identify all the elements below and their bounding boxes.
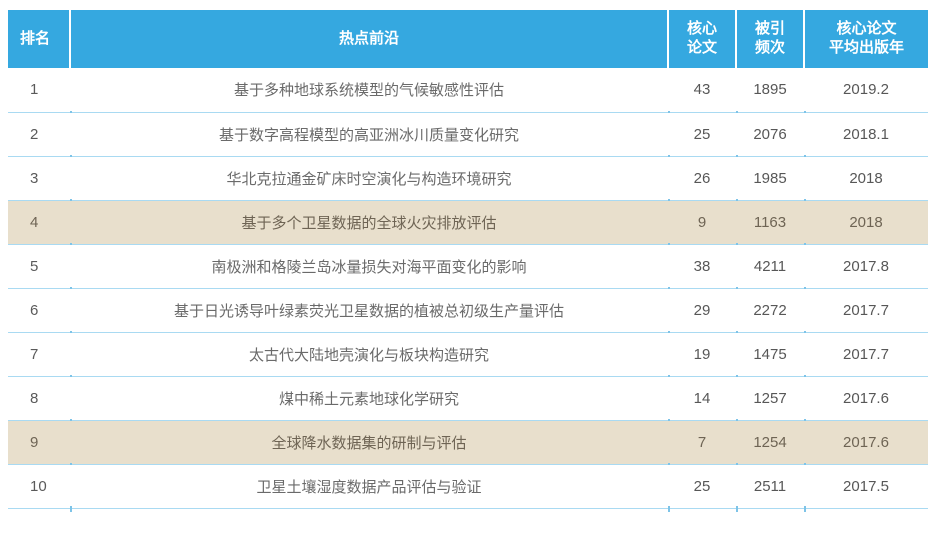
cell-citations: 1254: [736, 420, 804, 467]
cell-rank: 4: [8, 200, 70, 245]
cell-title: 华北克拉通金矿床时空演化与构造环境研究: [70, 156, 668, 203]
cell-citations: 2511: [736, 464, 804, 511]
table-row[interactable]: 10 卫星土壤湿度数据产品评估与验证 25 2511 2017.5: [8, 464, 928, 511]
cell-core-papers: 7: [668, 420, 736, 467]
table-row[interactable]: 1 基于多种地球系统模型的气候敏感性评估 43 1895 2019.2: [8, 68, 928, 116]
cell-core-papers: 26: [668, 156, 736, 203]
cell-avg-year: 2019.2: [804, 68, 928, 116]
cell-core-papers: 9: [668, 200, 736, 247]
cell-title: 基于多种地球系统模型的气候敏感性评估: [70, 68, 668, 116]
cell-core-papers: 19: [668, 332, 736, 379]
cell-avg-year: 2017.8: [804, 244, 928, 291]
table-row[interactable]: 5 南极洲和格陵兰岛冰量损失对海平面变化的影响 38 4211 2017.8: [8, 244, 928, 291]
table-row[interactable]: 8 煤中稀土元素地球化学研究 14 1257 2017.6: [8, 376, 928, 423]
cell-core-papers: 25: [668, 464, 736, 511]
cell-avg-year: 2018: [804, 200, 928, 247]
cell-title: 卫星土壤湿度数据产品评估与验证: [70, 464, 668, 511]
cell-citations: 2272: [736, 288, 804, 335]
cell-title: 南极洲和格陵兰岛冰量损失对海平面变化的影响: [70, 244, 668, 291]
table-row[interactable]: 3 华北克拉通金矿床时空演化与构造环境研究 26 1985 2018: [8, 156, 928, 203]
cell-citations: 1257: [736, 376, 804, 423]
cell-citations: 1985: [736, 156, 804, 203]
cell-rank: 7: [8, 332, 70, 377]
table-row[interactable]: 6 基于日光诱导叶绿素荧光卫星数据的植被总初级生产量评估 29 2272 201…: [8, 288, 928, 335]
cell-citations: 4211: [736, 244, 804, 291]
cell-core-papers: 14: [668, 376, 736, 423]
cell-title: 太古代大陆地壳演化与板块构造研究: [70, 332, 668, 379]
cell-avg-year: 2018.1: [804, 112, 928, 159]
table-row[interactable]: 4 基于多个卫星数据的全球火灾排放评估 9 1163 2018: [8, 200, 928, 247]
cell-avg-year: 2017.5: [804, 464, 928, 511]
cell-citations: 2076: [736, 112, 804, 159]
column-header-rank: 排名: [8, 10, 70, 68]
table-row[interactable]: 7 太古代大陆地壳演化与板块构造研究 19 1475 2017.7: [8, 332, 928, 379]
cell-rank: 6: [8, 288, 70, 333]
cell-rank: 9: [8, 420, 70, 465]
cell-title: 基于多个卫星数据的全球火灾排放评估: [70, 200, 668, 247]
column-header-core-papers: 核心 论文: [667, 10, 736, 68]
cell-rank: 10: [8, 464, 70, 509]
table-header-row: 排名 热点前沿 核心 论文 被引 频次 核心论文 平均出版年: [8, 10, 928, 68]
cell-rank: 2: [8, 112, 70, 157]
table-row[interactable]: 9 全球降水数据集的研制与评估 7 1254 2017.6: [8, 420, 928, 467]
cell-rank: 1: [8, 68, 70, 113]
cell-core-papers: 43: [668, 68, 736, 116]
cell-rank: 5: [8, 244, 70, 289]
cell-title: 基于数字高程模型的高亚洲冰川质量变化研究: [70, 112, 668, 159]
cell-title: 全球降水数据集的研制与评估: [70, 420, 668, 467]
table-body: 1 基于多种地球系统模型的气候敏感性评估 43 1895 2019.2 2 基于…: [8, 68, 928, 511]
cell-citations: 1895: [736, 68, 804, 116]
column-header-avg-year: 核心论文 平均出版年: [803, 10, 928, 68]
cell-rank: 8: [8, 376, 70, 421]
cell-avg-year: 2017.6: [804, 376, 928, 423]
cell-citations: 1475: [736, 332, 804, 379]
cell-citations: 1163: [736, 200, 804, 247]
cell-avg-year: 2017.7: [804, 332, 928, 379]
cell-rank: 3: [8, 156, 70, 201]
hotspot-frontiers-table: 排名 热点前沿 核心 论文 被引 频次 核心论文 平均出版年 1 基于多种地球系…: [8, 10, 928, 511]
cell-avg-year: 2017.6: [804, 420, 928, 467]
column-header-title: 热点前沿: [69, 10, 668, 68]
cell-core-papers: 25: [668, 112, 736, 159]
column-header-citations: 被引 频次: [735, 10, 804, 68]
cell-avg-year: 2017.7: [804, 288, 928, 335]
cell-core-papers: 38: [668, 244, 736, 291]
cell-title: 煤中稀土元素地球化学研究: [70, 376, 668, 423]
cell-core-papers: 29: [668, 288, 736, 335]
table-row[interactable]: 2 基于数字高程模型的高亚洲冰川质量变化研究 25 2076 2018.1: [8, 112, 928, 159]
cell-avg-year: 2018: [804, 156, 928, 203]
cell-title: 基于日光诱导叶绿素荧光卫星数据的植被总初级生产量评估: [70, 288, 668, 335]
table-header: 排名 热点前沿 核心 论文 被引 频次 核心论文 平均出版年: [8, 10, 928, 68]
